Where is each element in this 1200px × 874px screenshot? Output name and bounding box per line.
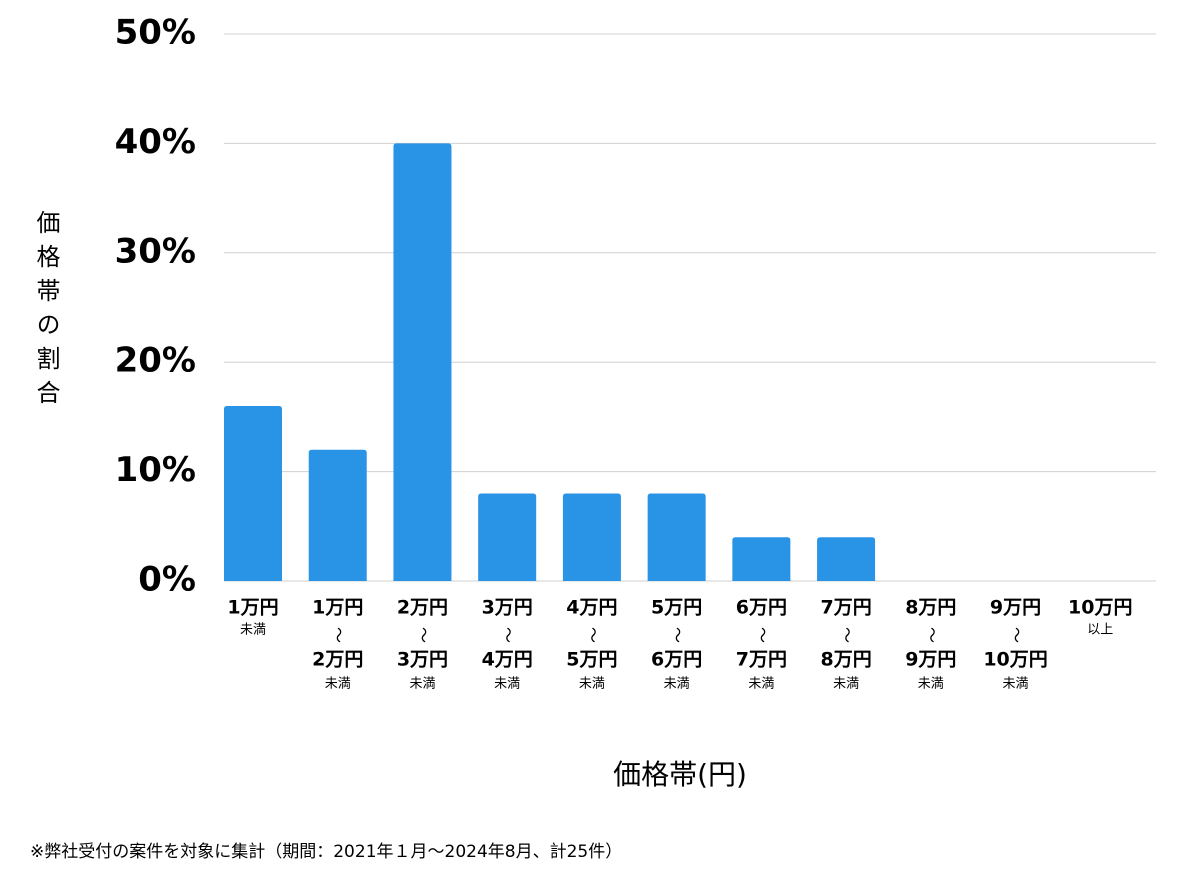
x-tick-label: 未満 xyxy=(579,677,605,692)
x-tick-label: 3万円 xyxy=(482,597,533,619)
x-tick-label: 8万円 xyxy=(905,597,956,619)
y-tick-label: 20% xyxy=(115,341,196,381)
x-tick-label: 5万円 xyxy=(651,597,702,619)
x-tick-label: 未満 xyxy=(664,677,690,692)
x-axis-label: 価格帯(円) xyxy=(613,758,747,791)
x-tick-label: 〜 xyxy=(414,627,433,643)
bar xyxy=(817,537,876,581)
x-tick-label: 2万円 xyxy=(397,597,448,619)
x-tick-label: 4万円 xyxy=(566,597,617,619)
x-tick-label: 7万円 xyxy=(820,597,871,619)
x-tick-label: 1万円 xyxy=(312,597,363,619)
bar xyxy=(393,143,452,581)
footnote: ※弊社受付の案件を対象に集計（期間：2021年１月～2024年8月、計25件） xyxy=(30,842,622,862)
y-tick-label: 40% xyxy=(115,122,196,162)
y-axis-label: 価格帯の割合 xyxy=(32,210,60,414)
x-tick-label: 〜 xyxy=(499,627,518,643)
bar xyxy=(308,449,367,581)
x-tick-label: 1万円 xyxy=(227,597,278,619)
x-tick-label: 9万円 xyxy=(990,597,1041,619)
x-tick-label: 未満 xyxy=(833,677,859,692)
y-tick-label: 10% xyxy=(115,450,196,490)
x-tick-label: 〜 xyxy=(753,627,772,643)
x-tick-label: 以上 xyxy=(1087,623,1113,638)
x-tick-label: 4万円 xyxy=(482,649,533,671)
x-tick-label: 7万円 xyxy=(736,649,787,671)
y-tick-label: 50% xyxy=(115,13,196,53)
x-tick-label: 未満 xyxy=(325,677,351,692)
bar xyxy=(732,537,791,581)
x-tick-label: 〜 xyxy=(838,627,857,643)
x-tick-label: 〜 xyxy=(583,627,602,643)
x-tick-label: 〜 xyxy=(1007,627,1026,643)
x-tick-label: 〜 xyxy=(668,627,687,643)
x-tick-label: 10万円 xyxy=(1068,597,1132,619)
x-tick-label: 未満 xyxy=(409,677,435,692)
x-tick-label: 未満 xyxy=(748,677,774,692)
x-tick-label: 未満 xyxy=(1003,677,1029,692)
x-tick-label: 未満 xyxy=(494,677,520,692)
x-tick-label: 8万円 xyxy=(820,649,871,671)
x-tick-label: 9万円 xyxy=(905,649,956,671)
bar xyxy=(562,493,621,581)
x-tick-label: 3万円 xyxy=(397,649,448,671)
x-tick-label: 未満 xyxy=(918,677,944,692)
x-tick-label: 6万円 xyxy=(651,649,702,671)
x-tick-label: 〜 xyxy=(329,627,348,643)
bar xyxy=(224,405,282,581)
x-tick-label: 未満 xyxy=(240,623,266,638)
bar xyxy=(647,493,706,581)
x-tick-label: 10万円 xyxy=(983,649,1047,671)
bar xyxy=(478,493,537,581)
x-tick-label: 〜 xyxy=(922,627,941,643)
y-tick-label: 30% xyxy=(115,231,196,271)
x-tick-label: 2万円 xyxy=(312,649,363,671)
x-tick-label: 5万円 xyxy=(566,649,617,671)
y-tick-label: 0% xyxy=(138,560,196,600)
x-tick-label: 6万円 xyxy=(736,597,787,619)
